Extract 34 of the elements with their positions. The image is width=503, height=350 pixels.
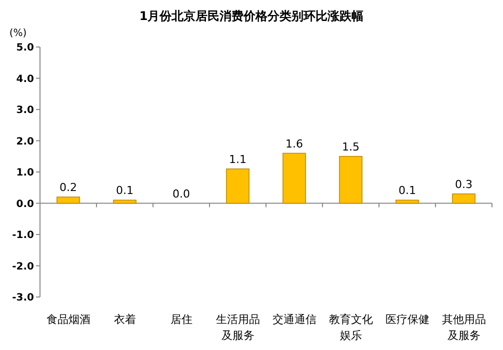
y-tick-label: -1.0	[12, 230, 34, 241]
chart-title: 1月份北京居民消费价格分类别环比涨跌幅	[139, 9, 364, 23]
bar	[56, 196, 80, 204]
x-tick-label: 交通通信	[272, 313, 316, 326]
y-tick-label: 2.0	[16, 136, 34, 148]
bar	[339, 156, 362, 204]
data-label: 0.1	[398, 184, 416, 198]
bar	[452, 193, 476, 204]
y-tick-label: -2.0	[12, 261, 34, 272]
x-tick-label: 教育文化娱乐	[328, 313, 373, 342]
data-label: 0.1	[116, 184, 134, 198]
data-label: 1.6	[286, 137, 303, 150]
bar	[282, 152, 306, 204]
y-tick-label: 4.0	[16, 74, 34, 85]
x-tick-label: 其他用品及服务	[442, 313, 486, 342]
data-label: 0.0	[172, 187, 190, 200]
x-tick-label: 食品烟酒	[46, 313, 90, 326]
y-tick-label: -3.0	[12, 292, 34, 304]
x-tick-label: 衣着	[114, 313, 136, 326]
y-tick-label: 0.0	[16, 198, 34, 210]
data-label: 1.5	[342, 140, 360, 154]
data-label: 0.3	[455, 178, 472, 191]
y-axis-title: (%)	[9, 28, 27, 39]
y-tick-label: 5.0	[16, 42, 34, 54]
data-label: 1.1	[229, 152, 246, 166]
x-tick-label: 医疗保健	[385, 313, 430, 326]
y-tick-label: 1.0	[16, 168, 34, 178]
x-tick-label: 生活用品及服务	[216, 313, 260, 342]
data-label: 0.2	[60, 181, 77, 194]
bar	[396, 200, 419, 204]
x-tick-label: 居住	[170, 313, 192, 326]
y-tick-label: 3.0	[16, 105, 34, 116]
bar	[113, 200, 136, 204]
bar	[226, 168, 250, 204]
